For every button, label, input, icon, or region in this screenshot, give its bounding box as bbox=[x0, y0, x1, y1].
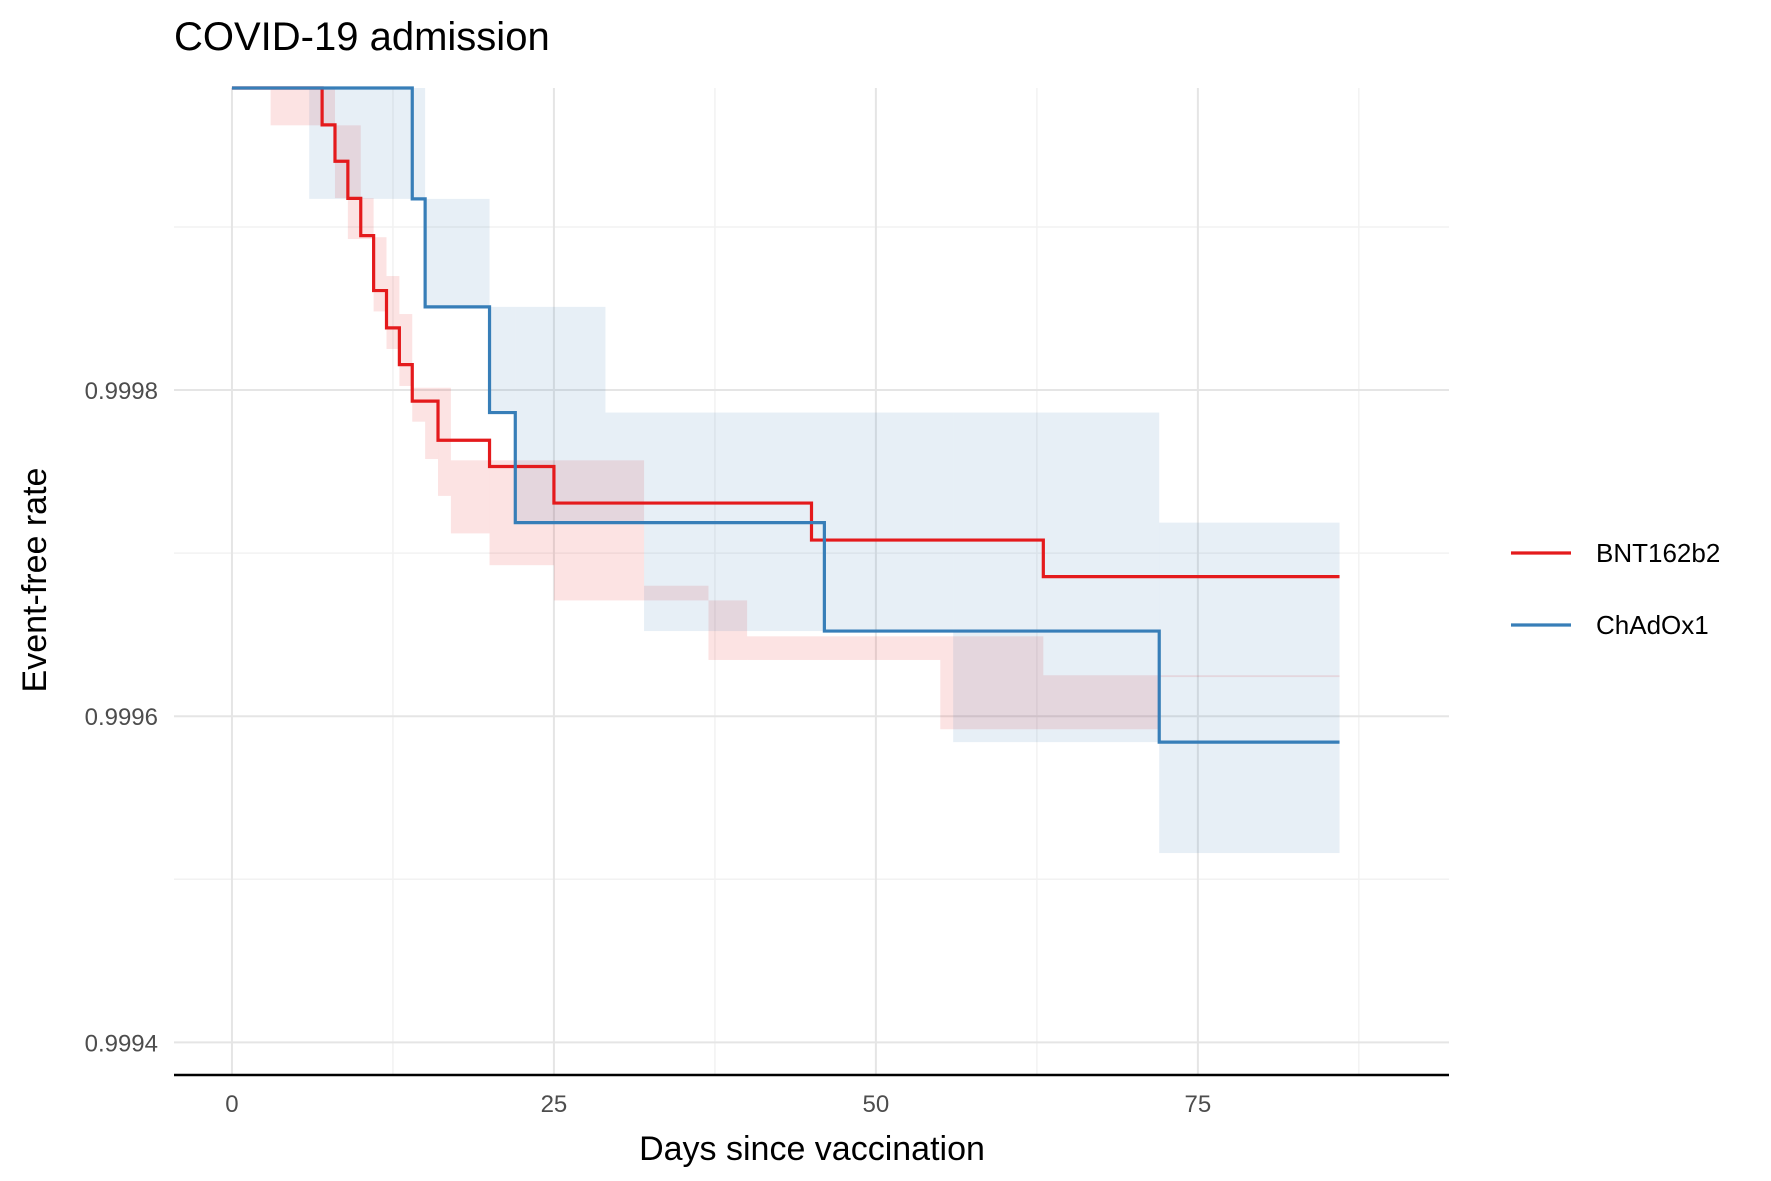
ci-band-segment bbox=[360, 198, 374, 240]
x-tick-label: 50 bbox=[863, 1091, 890, 1118]
ci-band-segment bbox=[940, 636, 1044, 730]
legend: BNT162b2 ChAdOx1 bbox=[1511, 538, 1720, 640]
ci-band-segment bbox=[425, 198, 490, 307]
ci-band-segment bbox=[347, 125, 361, 240]
ci-band-segment bbox=[708, 600, 748, 660]
ci-band-segment bbox=[489, 306, 516, 413]
ci-band-segment bbox=[644, 585, 709, 601]
ci-band-segment bbox=[270, 88, 323, 126]
km-line-bnt162b2 bbox=[231, 86, 1340, 579]
ci-band-segment bbox=[747, 636, 941, 660]
ci-band-segment bbox=[309, 88, 426, 199]
x-axis-title: Days since vaccination bbox=[639, 1130, 985, 1168]
y-axis-title: Event-free rate bbox=[16, 468, 54, 693]
legend-label: BNT162b2 bbox=[1596, 538, 1720, 568]
confidence-bands bbox=[270, 88, 1340, 854]
survival-lines bbox=[231, 86, 1340, 744]
x-tick-label: 0 bbox=[225, 1091, 238, 1118]
ci-band-segment bbox=[322, 88, 335, 126]
ci-band-segment bbox=[1159, 522, 1340, 854]
x-tick-label: 25 bbox=[541, 1091, 568, 1118]
y-tick-label: 0.9998 bbox=[85, 378, 158, 405]
y-tick-labels: 0.9994 0.9996 0.9998 bbox=[85, 378, 158, 1057]
ci-band-segment bbox=[553, 460, 645, 601]
grid bbox=[174, 88, 1449, 1075]
ci-band-segment bbox=[412, 387, 426, 422]
ci-band-segment bbox=[605, 412, 645, 523]
ci-band-segment bbox=[386, 276, 400, 349]
ci-band-segment bbox=[515, 306, 606, 523]
x-tick-labels: 0 25 50 75 bbox=[225, 1091, 1211, 1118]
y-tick-label: 0.9994 bbox=[85, 1030, 158, 1057]
ci-band-segment bbox=[1043, 675, 1160, 730]
km-line-chadox1 bbox=[231, 86, 1340, 744]
ci-band-segment bbox=[450, 460, 490, 534]
ci-band-segment bbox=[373, 237, 387, 312]
ci-band-segment bbox=[399, 314, 413, 386]
ci-band-segment bbox=[489, 460, 554, 566]
ci-band-segment bbox=[1159, 675, 1340, 678]
x-tick-label: 75 bbox=[1185, 1091, 1212, 1118]
ci-band-segment bbox=[425, 387, 439, 460]
y-tick-label: 0.9996 bbox=[85, 704, 158, 731]
chart-title: COVID-19 admission bbox=[174, 15, 550, 59]
legend-label: ChAdOx1 bbox=[1596, 610, 1709, 640]
